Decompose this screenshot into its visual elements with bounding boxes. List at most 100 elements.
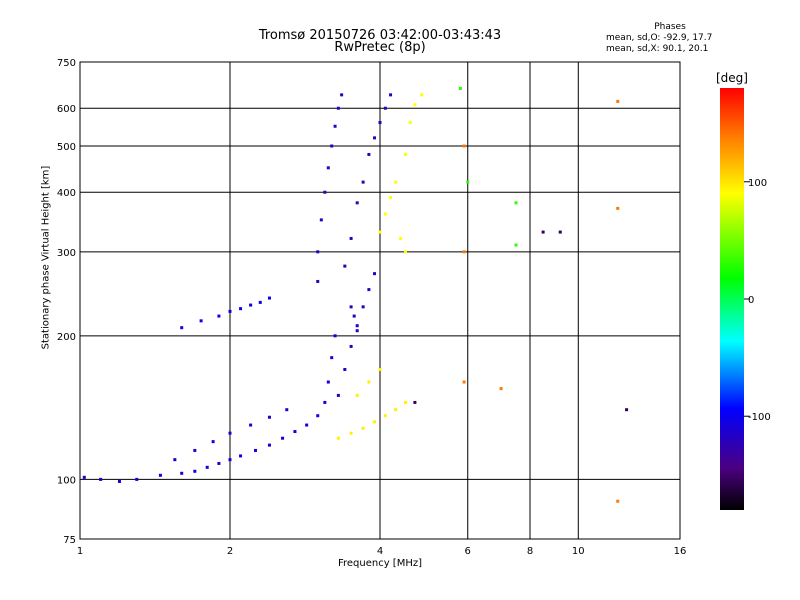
data-point: [373, 420, 377, 424]
data-point: [558, 230, 562, 234]
data-point: [340, 93, 344, 97]
data-point: [389, 195, 393, 199]
stats-x-mode: mean, sd,X: 90.1, 20.1: [606, 44, 709, 54]
data-point: [378, 367, 382, 371]
data-point: [336, 106, 340, 110]
data-point: [343, 367, 347, 371]
y-tick-label: 400: [57, 188, 76, 199]
data-point: [199, 319, 203, 323]
colorbar-label: [deg]: [716, 71, 748, 85]
x-tick-label: 10: [572, 546, 585, 557]
data-point: [135, 477, 139, 481]
x-tick-label: 16: [674, 546, 687, 557]
data-point: [323, 190, 327, 194]
data-point: [367, 288, 371, 292]
stats-heading: Phases: [654, 22, 686, 32]
y-tick-label: 100: [57, 475, 76, 486]
data-points: [82, 86, 629, 503]
data-point: [499, 387, 503, 391]
colorbar-tick-label: -100: [748, 412, 771, 423]
data-point: [228, 309, 232, 313]
data-point: [253, 448, 257, 452]
data-point: [541, 230, 545, 234]
data-point: [367, 380, 371, 384]
data-point: [333, 334, 337, 338]
data-point: [239, 307, 243, 311]
colorbar-tick-label: 0: [748, 295, 754, 306]
plot-frame: [79, 61, 681, 540]
y-tick-label: 300: [57, 248, 76, 259]
data-point: [361, 426, 365, 430]
data-point: [361, 180, 365, 184]
data-point: [403, 400, 407, 404]
data-point: [293, 430, 297, 434]
x-tick-label: 8: [527, 546, 533, 557]
data-point: [330, 356, 334, 360]
data-point: [625, 408, 629, 412]
chart-subtitle: RwPretec (8p): [334, 40, 426, 55]
data-point: [349, 305, 353, 309]
data-point: [383, 414, 387, 418]
data-point: [205, 465, 209, 469]
data-point: [326, 166, 330, 170]
data-point: [173, 458, 177, 462]
data-point: [316, 250, 320, 254]
y-tick-label: 75: [63, 535, 76, 546]
data-point: [394, 180, 398, 184]
colorbar-ticks: -100 0 100: [744, 178, 771, 423]
data-point: [336, 436, 340, 440]
data-point: [193, 469, 197, 473]
data-point: [462, 380, 466, 384]
data-point: [267, 415, 271, 419]
tick-labels: 1 2 4 6 8 10 16 75 100 200 300 400 500 600 750: [57, 58, 686, 557]
data-point: [99, 477, 103, 481]
data-point: [355, 393, 359, 397]
data-point: [389, 93, 393, 97]
y-tick-label: 500: [57, 142, 76, 153]
data-point: [408, 121, 412, 125]
data-point: [316, 279, 320, 283]
data-point: [349, 236, 353, 240]
data-point: [394, 408, 398, 412]
data-point: [333, 124, 337, 128]
data-point: [383, 212, 387, 216]
y-tick-label: 750: [57, 58, 76, 69]
data-point: [378, 121, 382, 125]
data-point: [403, 250, 407, 254]
data-point: [239, 454, 243, 458]
colorbar-tick-label: 100: [748, 178, 767, 189]
stats-o-mode: mean, sd,O: -92.9, 17.7: [606, 33, 713, 43]
data-point: [355, 201, 359, 205]
data-point: [466, 180, 470, 184]
data-point: [180, 326, 184, 330]
data-point: [616, 206, 620, 210]
data-point: [217, 461, 221, 465]
data-point: [281, 436, 285, 440]
chart-title: Tromsø 20150726 03:42:00-03:43:43: [258, 28, 502, 43]
data-point: [399, 236, 403, 240]
data-point: [305, 423, 309, 427]
data-point: [158, 473, 162, 477]
data-point: [361, 305, 365, 309]
y-tick-label: 600: [57, 104, 76, 115]
data-point: [420, 93, 424, 97]
x-tick-label: 1: [77, 546, 83, 557]
data-point: [343, 264, 347, 268]
data-point: [349, 344, 353, 348]
data-point: [336, 393, 340, 397]
data-point: [378, 230, 382, 234]
data-point: [285, 408, 289, 412]
data-point: [514, 243, 518, 247]
data-point: [117, 479, 121, 483]
x-axis-label: Frequency [MHz]: [337, 558, 423, 569]
data-point: [228, 431, 232, 435]
data-point: [267, 443, 271, 447]
data-point: [616, 499, 620, 503]
data-point: [355, 324, 359, 328]
data-point: [330, 144, 334, 148]
data-point: [462, 144, 466, 148]
data-point: [249, 423, 253, 427]
data-point: [403, 152, 407, 156]
data-point: [355, 329, 359, 333]
data-point: [367, 152, 371, 156]
